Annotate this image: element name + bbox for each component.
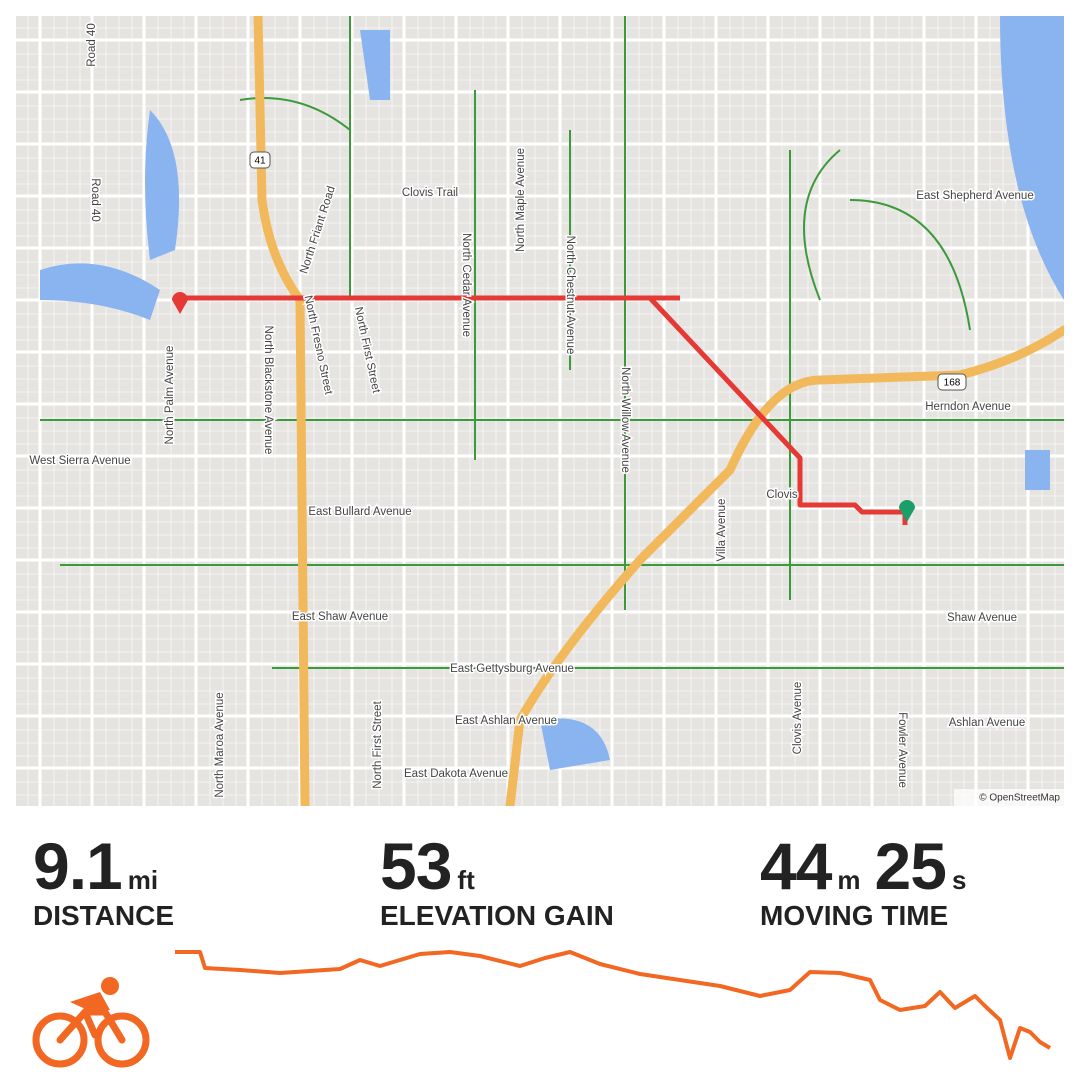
street-label: Shaw Avenue <box>947 612 1017 624</box>
street-label: North Blackstone Avenue <box>262 326 274 455</box>
street-label: North Willow Avenue <box>619 367 631 473</box>
shield-label: 168 <box>944 378 961 389</box>
stat-label: DISTANCE <box>33 900 175 931</box>
shield-label: 41 <box>254 156 266 167</box>
stat-label: MOVING TIME <box>760 900 949 931</box>
place-label: Clovis <box>766 489 798 501</box>
street-label: West Sierra Avenue <box>29 455 130 467</box>
street-label: North Cedar Avenue <box>460 233 472 337</box>
street-label: Herndon Avenue <box>925 401 1010 413</box>
stat-value: 9.1 <box>33 829 123 903</box>
street-label: North Chestnut Avenue <box>564 236 576 355</box>
cycling-icon-head <box>101 977 119 995</box>
street-label: Clovis Trail <box>402 187 458 199</box>
street-label: Villa Avenue <box>716 499 728 562</box>
stat-value: 25 <box>874 829 947 903</box>
street-label: North First Street <box>372 700 384 788</box>
water <box>40 16 1064 770</box>
cycling-icon-body <box>70 992 110 1012</box>
roads <box>16 16 1064 806</box>
street-label: East Ashlan Avenue <box>455 715 557 727</box>
stat-label: ELEVATION GAIN <box>380 900 614 931</box>
stat-unit: m <box>837 865 861 895</box>
stat-unit: ft <box>457 865 475 895</box>
street-label: Road 40 <box>86 23 98 66</box>
street-label: Road 40 <box>89 178 101 221</box>
street-label: North Palm Avenue <box>164 346 176 445</box>
street-label: East Gettysburg Avenue <box>450 663 574 675</box>
street-label: Fowler Avenue <box>896 712 908 788</box>
stat-value: 44 <box>760 829 832 903</box>
map-background <box>16 16 1064 806</box>
street-label: North Maroa Avenue <box>214 692 226 797</box>
time-stat: 44 m 25 s MOVING TIME <box>760 828 980 932</box>
attribution-bg <box>954 789 1064 806</box>
stat-unit: mi <box>127 865 159 895</box>
street-label: East Shaw Avenue <box>292 611 388 623</box>
end-marker <box>172 292 188 314</box>
highway-shield <box>937 373 967 391</box>
street-label: Ashlan Avenue <box>949 717 1026 729</box>
stat-value: 53 <box>380 829 452 903</box>
elevation-profile <box>32 950 1052 1068</box>
street-label: East Bullard Avenue <box>308 506 411 518</box>
elevation-line <box>175 950 1052 1060</box>
trails <box>40 16 1064 669</box>
cycling-icon <box>32 1008 150 1068</box>
stat-unit: s <box>951 865 967 895</box>
highway-shield <box>249 151 271 169</box>
street-label: East Dakota Avenue <box>404 768 508 780</box>
map: Road 40 Road 40 Clovis Trail East Shephe… <box>16 16 1064 806</box>
elevation-stat: 53 ft ELEVATION GAIN <box>380 828 614 932</box>
distance-stat: 9.1 mi DISTANCE <box>33 828 174 932</box>
attribution[interactable]: © OpenStreetMap <box>979 793 1060 804</box>
street-label: East Shepherd Avenue <box>916 190 1033 202</box>
street-label: North Maple Avenue <box>515 148 527 252</box>
street-labels: Road 40 Road 40 Clovis Trail East Shephe… <box>28 22 1035 799</box>
start-marker <box>899 500 915 522</box>
street-label: Clovis Avenue <box>792 682 804 755</box>
